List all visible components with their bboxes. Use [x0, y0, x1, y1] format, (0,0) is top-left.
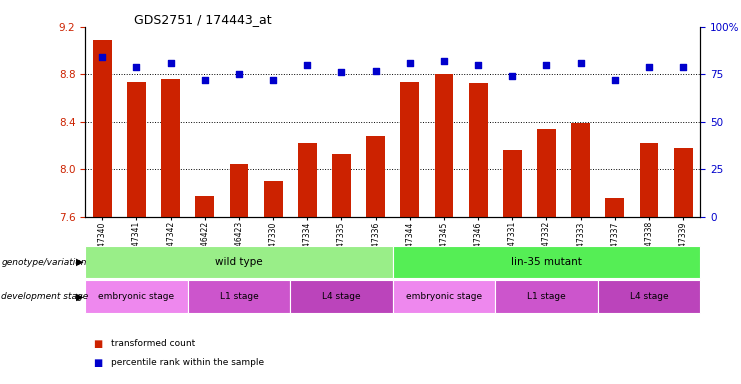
- Text: development stage: development stage: [1, 292, 89, 301]
- Point: [199, 77, 210, 83]
- Point: [165, 60, 176, 66]
- Text: wild type: wild type: [215, 257, 263, 267]
- Point: [438, 58, 450, 64]
- Point: [472, 62, 484, 68]
- Text: ■: ■: [93, 358, 102, 368]
- Point: [302, 62, 313, 68]
- Text: L1 stage: L1 stage: [219, 292, 259, 301]
- Point: [677, 64, 689, 70]
- Bar: [400, 81, 419, 217]
- Text: ▶: ▶: [76, 291, 83, 302]
- Text: embryonic stage: embryonic stage: [99, 292, 175, 301]
- Bar: [298, 143, 316, 217]
- Bar: [230, 164, 248, 217]
- Text: ■: ■: [93, 339, 102, 349]
- Bar: [605, 198, 624, 217]
- Bar: [537, 129, 556, 217]
- Point: [130, 64, 142, 70]
- Bar: [127, 81, 146, 217]
- Bar: [264, 181, 282, 217]
- Bar: [674, 148, 693, 217]
- Point: [233, 71, 245, 78]
- Text: embryonic stage: embryonic stage: [406, 292, 482, 301]
- Text: GDS2751 / 174443_at: GDS2751 / 174443_at: [134, 13, 272, 26]
- Point: [506, 73, 518, 79]
- Text: L4 stage: L4 stage: [630, 292, 668, 301]
- Bar: [93, 40, 112, 217]
- Text: transformed count: transformed count: [111, 339, 196, 348]
- Point: [336, 70, 348, 76]
- Text: percentile rank within the sample: percentile rank within the sample: [111, 358, 265, 367]
- Point: [370, 68, 382, 74]
- Point: [404, 60, 416, 66]
- Text: ▶: ▶: [76, 257, 83, 267]
- Bar: [332, 154, 351, 217]
- Text: genotype/variation: genotype/variation: [1, 258, 87, 266]
- Point: [96, 54, 108, 60]
- Point: [268, 77, 279, 83]
- Bar: [503, 151, 522, 217]
- Bar: [639, 143, 659, 217]
- Bar: [434, 74, 453, 217]
- Bar: [162, 79, 180, 217]
- Point: [575, 60, 587, 66]
- Text: lin-35 mutant: lin-35 mutant: [511, 257, 582, 267]
- Text: L1 stage: L1 stage: [527, 292, 566, 301]
- Bar: [571, 123, 590, 217]
- Bar: [469, 83, 488, 217]
- Point: [609, 77, 621, 83]
- Bar: [366, 136, 385, 217]
- Point: [540, 62, 552, 68]
- Text: L4 stage: L4 stage: [322, 292, 361, 301]
- Point: [643, 64, 655, 70]
- Bar: [196, 195, 214, 217]
